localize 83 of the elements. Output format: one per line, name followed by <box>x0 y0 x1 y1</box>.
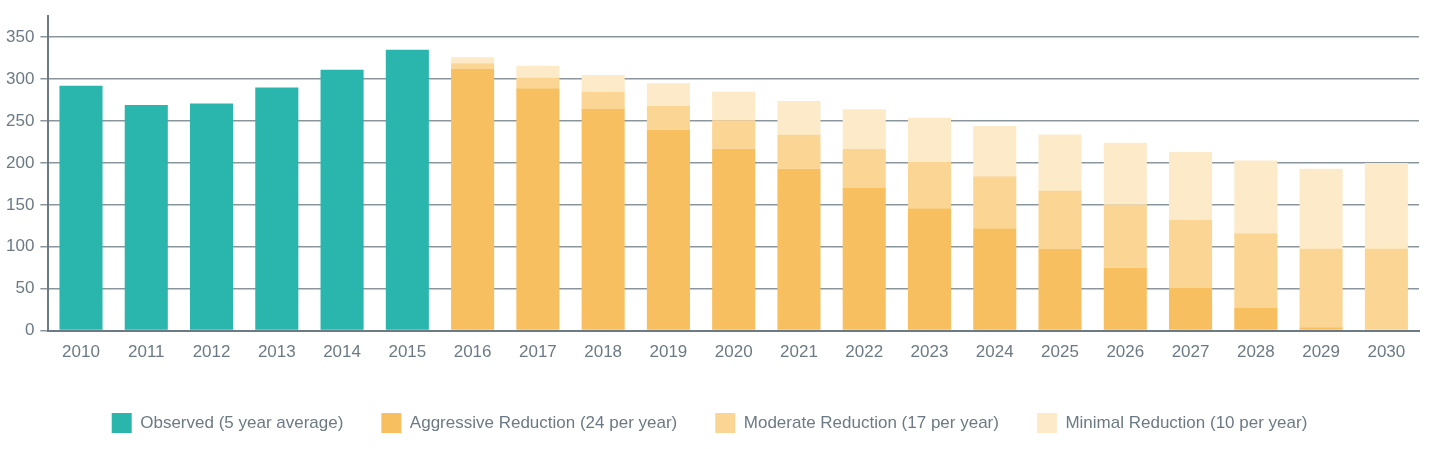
bar <box>712 120 756 149</box>
bar <box>1234 160 1278 234</box>
bar <box>516 77 560 89</box>
bar <box>646 105 690 130</box>
bar <box>516 88 560 330</box>
x-tick-label: 2011 <box>127 342 165 362</box>
bar <box>581 91 625 109</box>
legend-label: Moderate Reduction (17 per year) <box>743 412 999 432</box>
bar <box>451 63 495 70</box>
x-tick-label: 2018 <box>584 342 623 362</box>
y-tick-label: 150 <box>5 194 35 214</box>
bar <box>1299 248 1343 328</box>
bar <box>842 109 886 149</box>
x-tick-label: 2026 <box>1106 342 1145 362</box>
bar <box>1103 204 1147 268</box>
bar <box>581 74 625 92</box>
bar <box>1103 267 1147 330</box>
bar <box>581 108 625 330</box>
x-tick-label: 2019 <box>649 342 688 362</box>
x-tick-label: 2030 <box>1367 342 1406 362</box>
x-tick-label: 2020 <box>714 342 753 362</box>
bar <box>777 168 821 330</box>
x-tick-label: 2012 <box>192 342 231 362</box>
bar <box>1103 142 1147 205</box>
y-tick-label: 100 <box>5 236 35 256</box>
x-tick-label: 2029 <box>1302 342 1341 362</box>
bar <box>1299 168 1343 249</box>
y-tick-label: 300 <box>5 68 35 88</box>
y-tick-label: 200 <box>5 152 35 172</box>
bar <box>777 134 821 169</box>
bar <box>973 176 1017 229</box>
bar <box>124 105 168 330</box>
bar <box>190 103 234 330</box>
bar <box>1299 327 1343 330</box>
x-tick-label: 2023 <box>910 342 949 362</box>
bar <box>1234 233 1278 308</box>
bar <box>451 69 495 330</box>
bar <box>255 87 299 330</box>
bar <box>516 65 560 78</box>
bar <box>712 148 756 330</box>
bar <box>1038 134 1082 191</box>
bar <box>1169 219 1213 288</box>
y-tick-label: 350 <box>5 26 35 46</box>
legend-label: Minimal Reduction (10 per year) <box>1065 412 1308 432</box>
bar <box>1169 152 1213 220</box>
bar <box>777 100 821 135</box>
x-tick-label: 2022 <box>845 342 884 362</box>
y-tick-label: 250 <box>5 110 35 130</box>
bar <box>1234 307 1278 330</box>
bar <box>907 117 952 163</box>
bar <box>842 148 886 189</box>
bar <box>973 228 1017 330</box>
x-tick-label: 2010 <box>62 342 100 362</box>
bar <box>842 188 886 330</box>
bar <box>320 69 364 330</box>
legend-label: Observed (5 year average) <box>140 412 344 432</box>
x-tick-label: 2016 <box>453 342 492 362</box>
x-tick-label: 2013 <box>257 342 296 362</box>
x-tick-label: 2021 <box>780 342 818 362</box>
bar <box>973 126 1017 177</box>
x-tick-label: 2025 <box>1041 342 1079 362</box>
bar <box>1364 248 1408 330</box>
x-tick-label: 2024 <box>975 342 1014 362</box>
bar <box>1038 248 1082 330</box>
bar <box>1169 287 1213 330</box>
bar <box>712 91 756 121</box>
bar <box>451 57 495 64</box>
x-tick-label: 2027 <box>1171 342 1210 362</box>
bar <box>646 83 690 106</box>
x-tick-label: 2028 <box>1236 342 1275 362</box>
bar <box>907 162 952 209</box>
bar <box>907 208 952 330</box>
bar <box>1038 190 1082 249</box>
bar <box>646 129 690 330</box>
bar <box>385 49 429 330</box>
bar <box>1364 162 1408 249</box>
legend-label: Aggressive Reduction (24 per year) <box>409 412 678 432</box>
x-tick-label: 2014 <box>323 342 361 362</box>
x-tick-label: 2017 <box>518 342 557 362</box>
x-tick-label: 2015 <box>388 342 427 362</box>
y-tick-label: 0 <box>24 320 35 340</box>
y-tick-label: 50 <box>15 278 35 298</box>
bar <box>59 85 103 330</box>
